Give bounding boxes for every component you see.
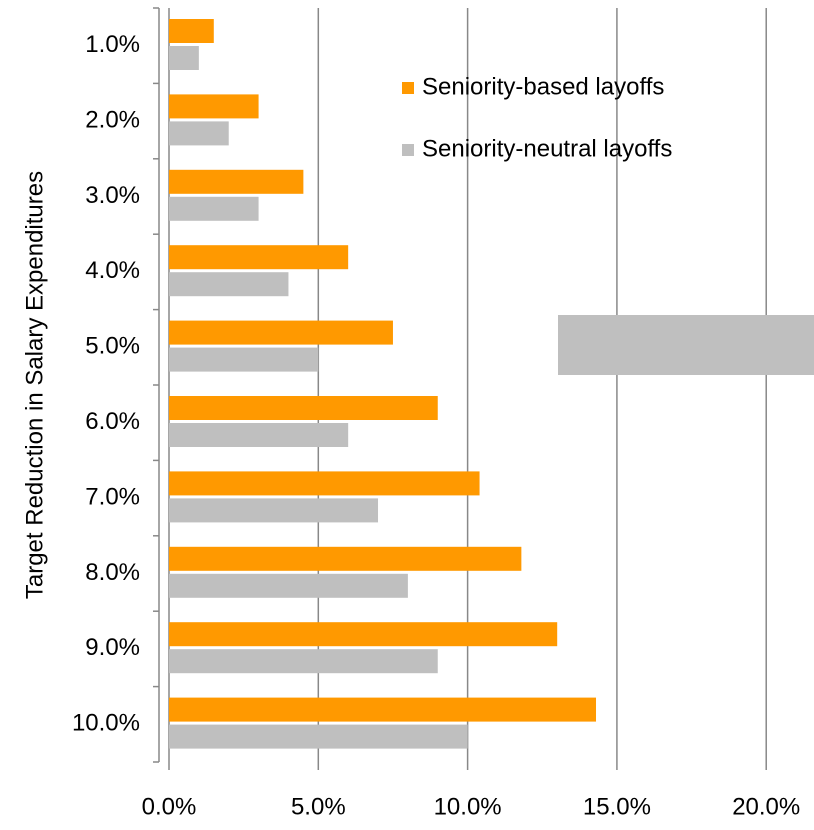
bar (169, 121, 229, 146)
x-tick-label: 15.0% (583, 793, 651, 820)
y-tick-label: 5.0% (85, 333, 140, 360)
bar (169, 498, 379, 523)
y-tick-label: 2.0% (85, 106, 140, 133)
y-tick-label: 7.0% (85, 483, 140, 510)
x-tick-label: 0.0% (142, 793, 197, 820)
bar (169, 546, 522, 571)
x-tick-label: 10.0% (434, 793, 502, 820)
y-tick-label: 10.0% (72, 710, 140, 737)
bar (169, 724, 468, 749)
legend-swatch (402, 82, 414, 94)
y-tick-label: 1.0% (85, 31, 140, 58)
y-axis-label: Target Reduction in Salary Expenditures (21, 171, 48, 599)
x-tick-label: 20.0% (732, 793, 800, 820)
bar (169, 19, 214, 43)
y-tick-label: 8.0% (85, 559, 140, 586)
bar (169, 573, 408, 598)
bar (169, 320, 393, 345)
bar (169, 94, 259, 119)
bar (169, 423, 349, 447)
bar (169, 697, 597, 722)
bar (169, 245, 349, 270)
bar (169, 169, 304, 194)
y-tick-label: 6.0% (85, 408, 140, 435)
legend-swatch (402, 144, 414, 156)
bar (169, 46, 199, 70)
legend-label: Seniority-neutral layoffs (422, 135, 672, 162)
bar (169, 471, 480, 496)
y-tick-label: 9.0% (85, 634, 140, 661)
x-tick-label: 5.0% (291, 793, 346, 820)
y-tick-label: 3.0% (85, 182, 140, 209)
overlay-box (558, 315, 814, 375)
y-tick-label: 4.0% (85, 257, 140, 284)
bar (169, 347, 319, 372)
bar (169, 396, 438, 420)
bar (169, 196, 259, 221)
legend-label: Seniority-based layoffs (422, 73, 664, 100)
bar (169, 622, 558, 647)
bar (169, 649, 438, 674)
bar (169, 272, 289, 297)
